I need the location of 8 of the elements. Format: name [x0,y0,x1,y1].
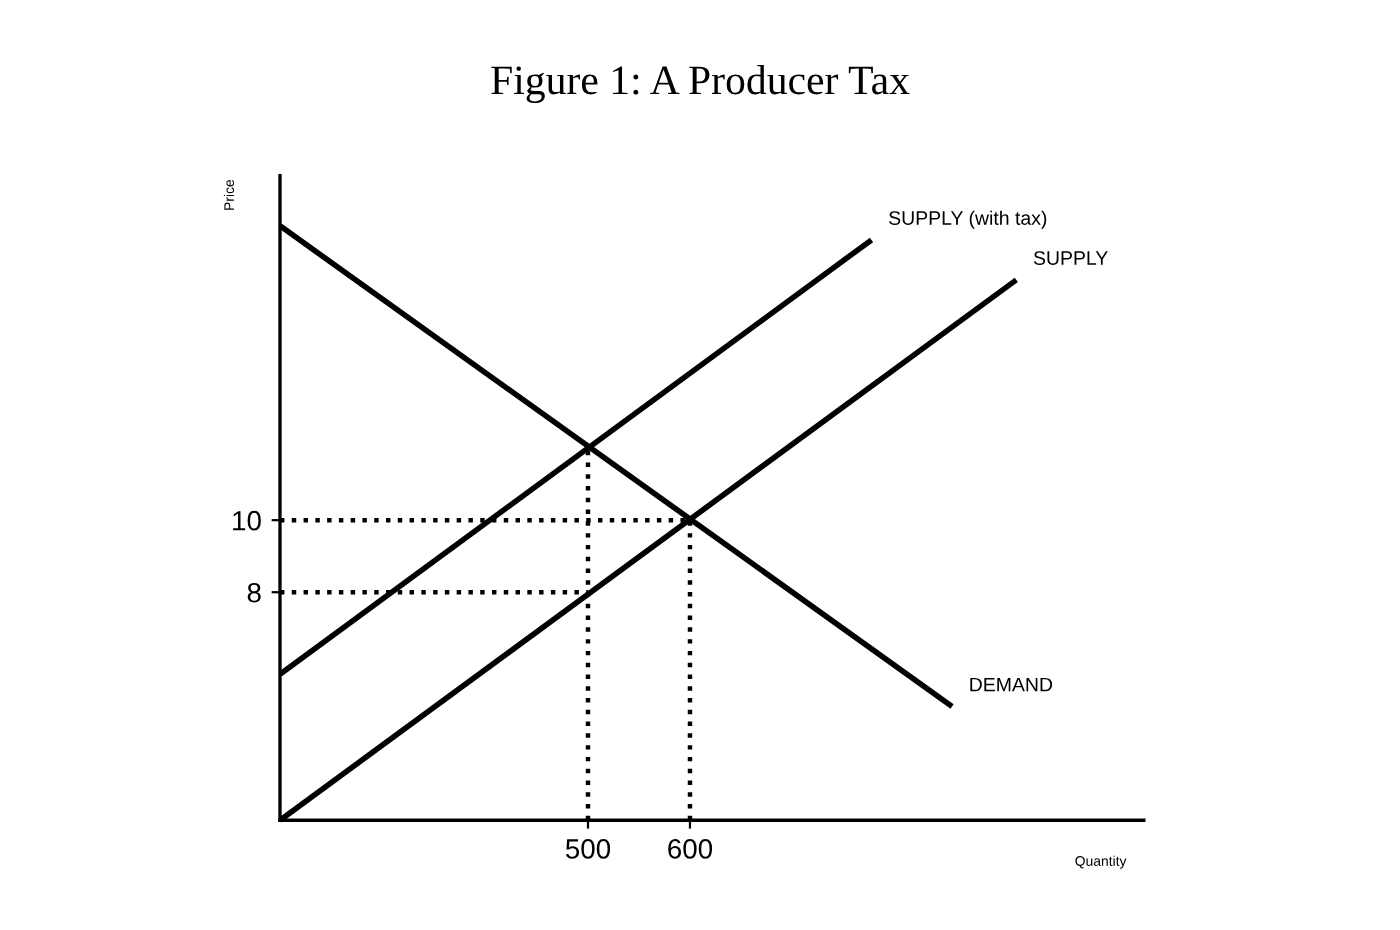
series-label: DEMAND [970,677,1053,692]
series-label: SUPPLY (with tax) [889,210,1047,229]
series-label: SUPPLY [1033,251,1108,265]
chart-title: Figure 1: A Producer Tax [491,65,910,103]
y-tick-label: 8 [247,582,261,603]
y-tick-label: 10 [233,510,261,531]
x-tick-label: 600 [668,839,713,859]
x-tick-label: 500 [565,839,611,859]
